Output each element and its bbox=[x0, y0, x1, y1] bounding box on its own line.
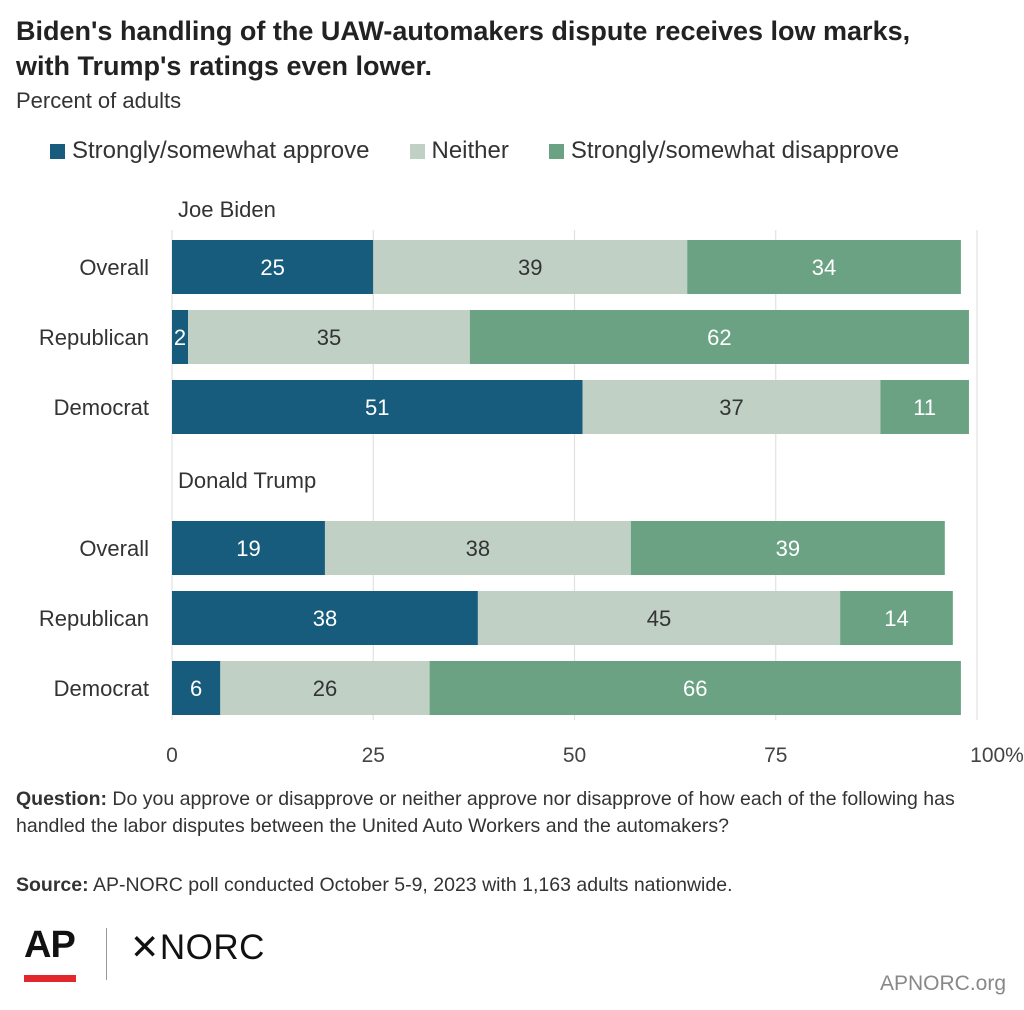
legend-label-disapprove: Strongly/somewhat disapprove bbox=[570, 137, 900, 164]
legend: Strongly/somewhat approve Neither Strong… bbox=[50, 136, 899, 166]
data-label: 66 bbox=[683, 676, 707, 701]
data-label: 26 bbox=[313, 676, 337, 701]
bar-segment bbox=[582, 380, 881, 434]
bar-segment bbox=[172, 240, 374, 294]
data-label: 51 bbox=[365, 395, 389, 420]
legend-label-neither: Neither bbox=[431, 137, 509, 164]
legend-item-approve: Strongly/somewhat approve bbox=[50, 137, 370, 165]
ap-logo: AP bbox=[24, 924, 76, 966]
bar-segment bbox=[880, 380, 969, 434]
bar-segment bbox=[172, 591, 478, 645]
data-label: 39 bbox=[518, 255, 542, 280]
legend-item-disapprove: Strongly/somewhat disapprove bbox=[548, 137, 900, 165]
data-label: 2 bbox=[174, 325, 186, 350]
source-note: Source: AP-NORC poll conducted October 5… bbox=[16, 872, 1006, 899]
chart-title-line-1: Biden's handling of the UAW-automakers d… bbox=[16, 16, 911, 46]
row-label: Democrat bbox=[54, 676, 149, 701]
data-label: 37 bbox=[719, 395, 743, 420]
site-link[interactable]: APNORC.org bbox=[879, 972, 1006, 995]
data-label: 39 bbox=[776, 536, 800, 561]
ap-logo-underline bbox=[24, 975, 76, 982]
norc-logo: ✕NORC bbox=[130, 928, 265, 967]
legend-swatch-neither bbox=[409, 143, 425, 159]
bar-segment bbox=[429, 661, 961, 715]
data-label: 38 bbox=[466, 536, 490, 561]
group-label: Joe Biden bbox=[178, 197, 276, 222]
data-label: 38 bbox=[313, 606, 337, 631]
question-text: Do you approve or disapprove or neither … bbox=[16, 788, 955, 837]
data-label: 35 bbox=[317, 325, 341, 350]
data-label: 19 bbox=[236, 536, 260, 561]
data-label: 45 bbox=[647, 606, 671, 631]
data-label: 14 bbox=[884, 606, 908, 631]
row-label: Overall bbox=[79, 255, 149, 280]
legend-item-neither: Neither bbox=[409, 137, 509, 165]
logo-divider bbox=[106, 928, 107, 980]
bar-segment bbox=[172, 380, 583, 434]
bar-segment bbox=[687, 240, 961, 294]
x-tick-label: 100% bbox=[970, 744, 1024, 767]
question-note: Question: Do you approve or disapprove o… bbox=[16, 786, 1006, 840]
question-label: Question: bbox=[16, 788, 107, 810]
x-tick-label: 75 bbox=[764, 744, 787, 767]
legend-swatch-disapprove bbox=[548, 143, 564, 159]
legend-label-approve: Strongly/somewhat approve bbox=[72, 137, 370, 164]
data-label: 11 bbox=[913, 395, 936, 420]
bar-segment bbox=[630, 521, 945, 575]
x-tick-label: 50 bbox=[563, 744, 586, 767]
bar-segment bbox=[324, 521, 631, 575]
bar-segment bbox=[172, 521, 325, 575]
bar-segment bbox=[469, 310, 969, 364]
chart-title: Biden's handling of the UAW-automakers d… bbox=[16, 14, 1006, 84]
legend-swatch-approve bbox=[50, 143, 65, 159]
row-label: Overall bbox=[79, 536, 149, 561]
row-label: Democrat bbox=[54, 395, 149, 420]
bar-segment bbox=[172, 661, 221, 715]
bar-segment bbox=[373, 240, 688, 294]
bar-segment bbox=[172, 310, 189, 364]
x-tick-label: 25 bbox=[362, 744, 385, 767]
stacked-bar-chart: Joe Biden Overall 25 39 34 Republican 2 35 62 Dem… bbox=[39, 197, 1024, 767]
source-text: AP-NORC poll conducted October 5-9, 2023… bbox=[88, 874, 733, 896]
source-label: Source: bbox=[16, 874, 89, 896]
data-label: 62 bbox=[707, 325, 731, 350]
data-label: 6 bbox=[190, 676, 202, 701]
row-label: Republican bbox=[39, 325, 149, 350]
row-label: Republican bbox=[39, 606, 149, 631]
chart-title-line-2: with Trump's ratings even lower. bbox=[16, 51, 433, 81]
chart-subtitle: Percent of adults bbox=[16, 88, 182, 113]
data-label: 34 bbox=[812, 255, 836, 280]
bar-segment bbox=[840, 591, 953, 645]
x-tick-label: 0 bbox=[166, 744, 178, 767]
bar-segment bbox=[188, 310, 470, 364]
group-label: Donald Trump bbox=[178, 468, 316, 493]
bar-segment bbox=[477, 591, 841, 645]
data-label: 25 bbox=[260, 255, 284, 280]
bar-segment bbox=[220, 661, 430, 715]
